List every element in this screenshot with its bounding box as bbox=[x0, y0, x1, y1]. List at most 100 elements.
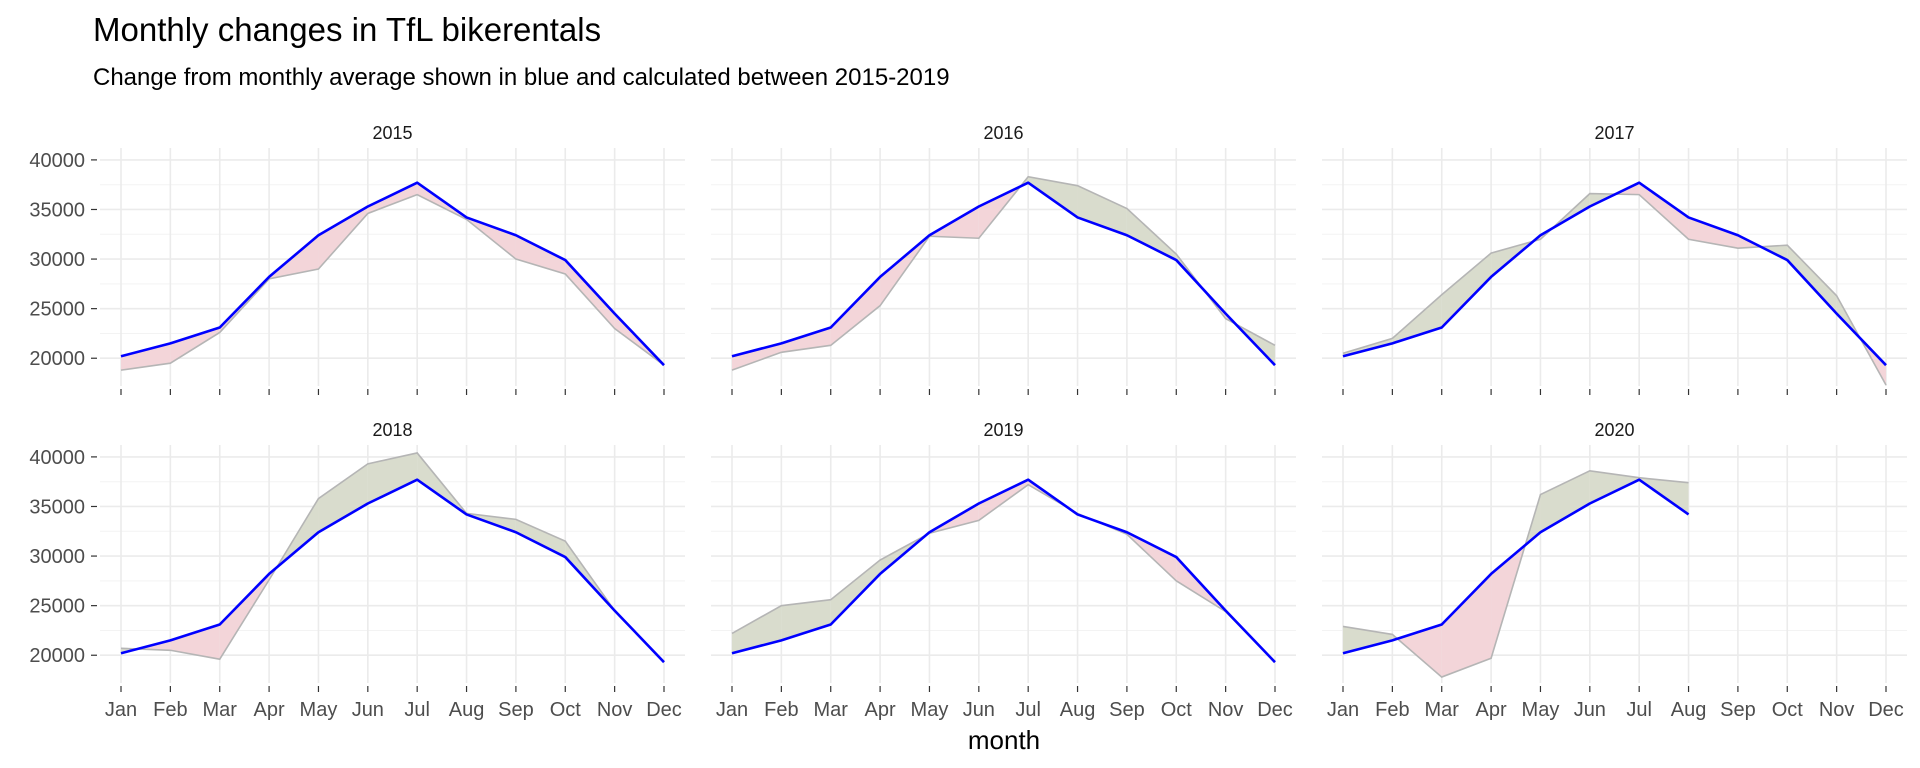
y-tick-label: 35000 bbox=[29, 199, 85, 221]
actual-rentals-line bbox=[1342, 192, 1887, 386]
difference-ribbon bbox=[978, 479, 1029, 521]
actual-rentals-line bbox=[120, 452, 665, 663]
x-axis-title: month bbox=[968, 725, 1040, 755]
monthly-average-line bbox=[731, 181, 1276, 367]
difference-ribbon bbox=[367, 452, 418, 504]
difference-ribbon bbox=[1441, 253, 1492, 328]
panel-strip-label: 2015 bbox=[372, 123, 412, 143]
y-tick-label: 20000 bbox=[29, 348, 85, 370]
difference-ribbon bbox=[170, 624, 220, 660]
difference-ribbon bbox=[170, 327, 220, 364]
x-tick-label: Aug bbox=[1671, 699, 1707, 721]
panel-strip-label: 2017 bbox=[1594, 123, 1634, 143]
monthly-average-line bbox=[731, 478, 1276, 664]
x-tick-label: Jan bbox=[105, 699, 137, 721]
difference-ribbon bbox=[1787, 245, 1837, 314]
x-tick-label: Jun bbox=[352, 699, 384, 721]
y-tick-label: 30000 bbox=[29, 546, 85, 568]
x-tick-label: Feb bbox=[764, 699, 798, 721]
panel-2020: 2020 Jan Feb Mar Apr May Jun Jul Aug Sep Oct Nov Dec bbox=[1322, 420, 1907, 721]
x-tick-label: Sep bbox=[1720, 699, 1756, 721]
difference-ribbon bbox=[830, 276, 881, 346]
x-tick-label: Nov bbox=[1819, 699, 1855, 721]
actual-rentals-line bbox=[1342, 469, 1689, 678]
difference-ribbon bbox=[318, 463, 368, 533]
difference-ribbon bbox=[1540, 470, 1590, 533]
panel-strip-label: 2019 bbox=[983, 420, 1023, 440]
difference-ribbon bbox=[1688, 217, 1738, 249]
difference-ribbon bbox=[367, 182, 418, 214]
panel-2015: 2015 20000 25000 30000 35000 40000 bbox=[29, 123, 685, 395]
x-tick-label: Oct bbox=[550, 699, 582, 721]
x-tick-label: May bbox=[1522, 699, 1560, 721]
x-tick-label: Mar bbox=[203, 699, 238, 721]
difference-ribbon bbox=[732, 343, 782, 371]
chart-title: Monthly changes in TfL bikerentals bbox=[93, 11, 601, 48]
difference-ribbon bbox=[318, 206, 368, 269]
actual-rentals-line bbox=[731, 483, 1276, 663]
panel-2017: 2017 bbox=[1322, 123, 1907, 395]
panel-strip-label: 2018 bbox=[372, 420, 412, 440]
difference-ribbon bbox=[830, 560, 881, 625]
difference-ribbon bbox=[121, 343, 171, 371]
x-tick-label: Jun bbox=[1574, 699, 1606, 721]
x-tick-label: Mar bbox=[1425, 699, 1460, 721]
x-tick-label: Jun bbox=[963, 699, 995, 721]
difference-ribbon bbox=[1639, 182, 1689, 240]
difference-ribbon bbox=[1589, 470, 1640, 504]
difference-ribbon bbox=[565, 260, 615, 329]
panel-2018: 2018 20000 25000 30000 35000 40000 Jan Feb Mar Ap… bbox=[29, 420, 685, 721]
x-tick-label: Jan bbox=[716, 699, 748, 721]
x-tick-label: Sep bbox=[1109, 699, 1145, 721]
chart-subtitle: Change from monthly average shown in blu… bbox=[93, 64, 950, 91]
y-tick-label: 25000 bbox=[29, 596, 85, 618]
difference-ribbon bbox=[781, 327, 831, 353]
x-tick-label: Nov bbox=[1208, 699, 1244, 721]
x-tick-label: Apr bbox=[865, 699, 896, 721]
y-tick-label: 40000 bbox=[29, 447, 85, 469]
y-tick-label: 30000 bbox=[29, 249, 85, 271]
panels: 2015 20000 25000 30000 35000 40000 2016 2017 201… bbox=[29, 123, 1907, 721]
difference-ribbon bbox=[732, 605, 782, 654]
x-tick-label: Jan bbox=[1327, 699, 1359, 721]
x-tick-label: Dec bbox=[1868, 699, 1904, 721]
x-tick-label: Sep bbox=[498, 699, 534, 721]
x-tick-label: Oct bbox=[1161, 699, 1193, 721]
y-tick-label: 40000 bbox=[29, 150, 85, 172]
y-tick-label: 35000 bbox=[29, 496, 85, 518]
x-tick-label: May bbox=[911, 699, 949, 721]
monthly-average-line bbox=[1342, 478, 1690, 655]
x-tick-label: Apr bbox=[1476, 699, 1507, 721]
panel-strip-label: 2016 bbox=[983, 123, 1023, 143]
x-tick-label: Jul bbox=[1015, 699, 1041, 721]
monthly-average-line bbox=[120, 478, 665, 664]
x-tick-label: Dec bbox=[646, 699, 682, 721]
x-tick-label: Feb bbox=[153, 699, 187, 721]
monthly-average-line bbox=[1342, 181, 1887, 367]
y-tick-label: 25000 bbox=[29, 299, 85, 321]
difference-ribbon bbox=[515, 519, 566, 558]
y-tick-label: 20000 bbox=[29, 645, 85, 667]
panel-2016: 2016 bbox=[711, 123, 1296, 395]
x-tick-label: Aug bbox=[449, 699, 485, 721]
monthly-average-line bbox=[120, 181, 665, 367]
actual-rentals-line bbox=[731, 175, 1276, 371]
x-tick-label: Mar bbox=[814, 699, 849, 721]
x-tick-label: May bbox=[300, 699, 338, 721]
x-tick-label: Oct bbox=[1772, 699, 1804, 721]
difference-ribbon bbox=[1441, 573, 1492, 678]
panel-2019: 2019 Jan Feb Mar Apr May Jun Jul Aug Sep Oct Nov Dec bbox=[711, 420, 1296, 721]
x-tick-label: Dec bbox=[1257, 699, 1293, 721]
actual-rentals-line bbox=[120, 193, 665, 371]
x-tick-label: Apr bbox=[254, 699, 285, 721]
x-tick-label: Jul bbox=[404, 699, 430, 721]
difference-ribbon bbox=[781, 599, 831, 641]
difference-ribbon bbox=[1126, 208, 1177, 261]
difference-ribbon bbox=[1077, 185, 1127, 236]
x-tick-label: Aug bbox=[1060, 699, 1096, 721]
difference-ribbon bbox=[515, 235, 566, 274]
difference-ribbon bbox=[1397, 624, 1442, 678]
x-tick-label: Jul bbox=[1626, 699, 1652, 721]
x-tick-label: Nov bbox=[597, 699, 633, 721]
